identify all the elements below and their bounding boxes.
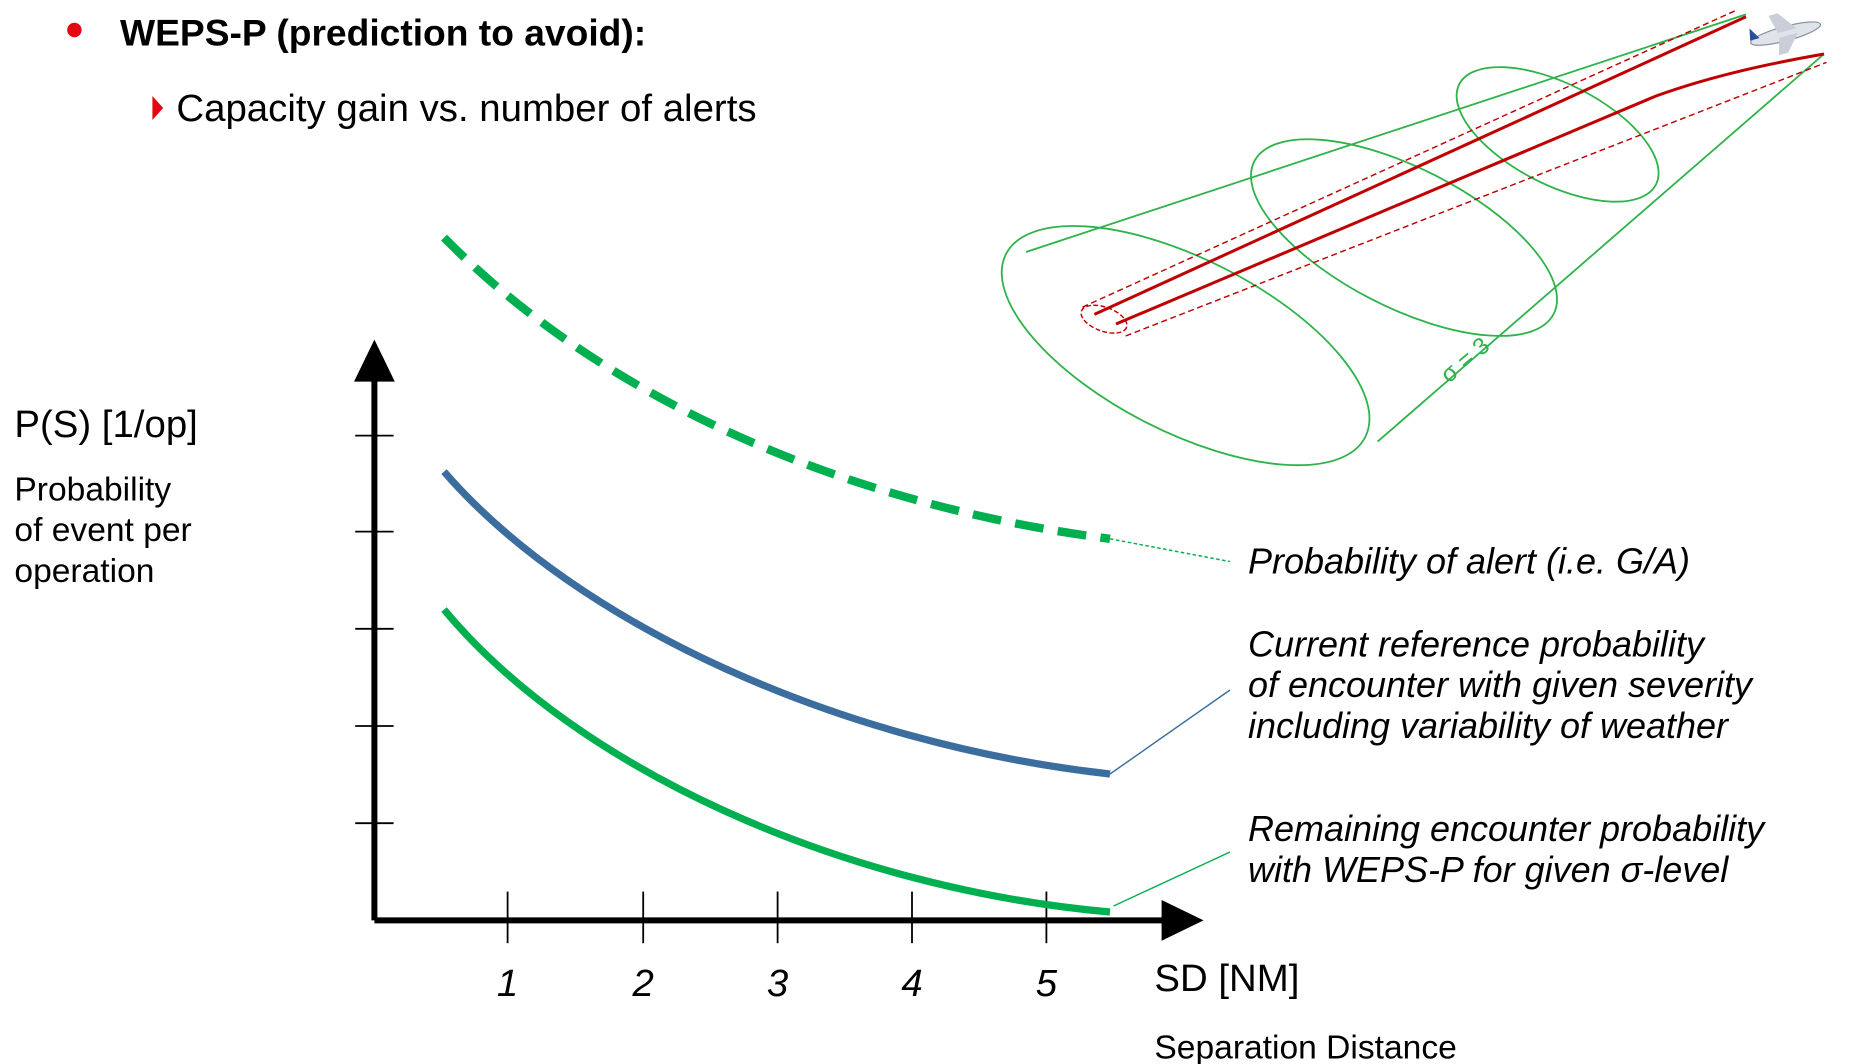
x-tick-label: 4 bbox=[901, 962, 922, 1005]
y-arrow bbox=[354, 340, 395, 382]
x-arrow bbox=[1162, 900, 1204, 941]
annotation: with WEPS-P for given σ-level bbox=[1248, 849, 1729, 890]
leader-line bbox=[1110, 539, 1230, 562]
annotation: including variability of weather bbox=[1248, 705, 1730, 746]
y-axis-label: P(S) [1/op] bbox=[14, 403, 197, 446]
track bbox=[1094, 17, 1746, 315]
bullet-text: WEPS-P (prediction to avoid): bbox=[120, 12, 646, 54]
sub-bullet-marker bbox=[152, 96, 163, 120]
tail bbox=[1747, 27, 1759, 41]
sigma-ellipse bbox=[1223, 99, 1586, 376]
leader-line bbox=[1114, 852, 1230, 906]
bullet-dot bbox=[67, 23, 81, 37]
sigma-ellipse bbox=[1436, 39, 1678, 229]
x-tick-labels: 1 2 3 4 5 bbox=[497, 962, 1058, 1005]
aircraft-icon bbox=[1745, 3, 1825, 61]
sigma-label-group: σ = 3 bbox=[1435, 332, 1495, 388]
annotation: Current reference probability bbox=[1248, 623, 1706, 664]
x-axis-description: Separation Distance bbox=[1154, 1029, 1456, 1064]
x-tick-label: 2 bbox=[632, 962, 654, 1005]
x-tick-label: 1 bbox=[497, 962, 518, 1005]
sigma-label: σ = 3 bbox=[1435, 332, 1495, 388]
leader-line bbox=[1110, 690, 1230, 774]
sigma-ellipse bbox=[967, 177, 1405, 514]
cone-diagram bbox=[967, 10, 1827, 515]
y-axis-description: Probability bbox=[14, 471, 171, 508]
annotations: Probability of alert (i.e. G/A) Current … bbox=[1248, 541, 1766, 890]
x-tick-label: 5 bbox=[1036, 962, 1058, 1005]
y-axis-description: operation bbox=[14, 553, 154, 590]
track-bound bbox=[1082, 10, 1737, 308]
cone-edge bbox=[1378, 54, 1824, 442]
annotation: Probability of alert (i.e. G/A) bbox=[1248, 541, 1690, 582]
slide: WEPS-P (prediction to avoid): Capacity g… bbox=[0, 0, 1875, 1064]
axes bbox=[355, 374, 1166, 943]
annotation: Remaining encounter probability bbox=[1248, 808, 1766, 849]
x-tick-label: 3 bbox=[767, 962, 788, 1005]
page: WEPS-P (prediction to avoid): Capacity g… bbox=[0, 0, 1875, 1064]
reference-curve bbox=[444, 472, 1110, 774]
x-axis-label: SD [NM] bbox=[1154, 957, 1299, 1000]
alert-curve bbox=[444, 238, 1110, 539]
sub-bullet-text: Capacity gain vs. number of alerts bbox=[176, 87, 756, 130]
track bbox=[1116, 54, 1824, 324]
annotation: of encounter with given severity bbox=[1248, 664, 1754, 705]
y-axis-description: of event per bbox=[14, 512, 191, 549]
